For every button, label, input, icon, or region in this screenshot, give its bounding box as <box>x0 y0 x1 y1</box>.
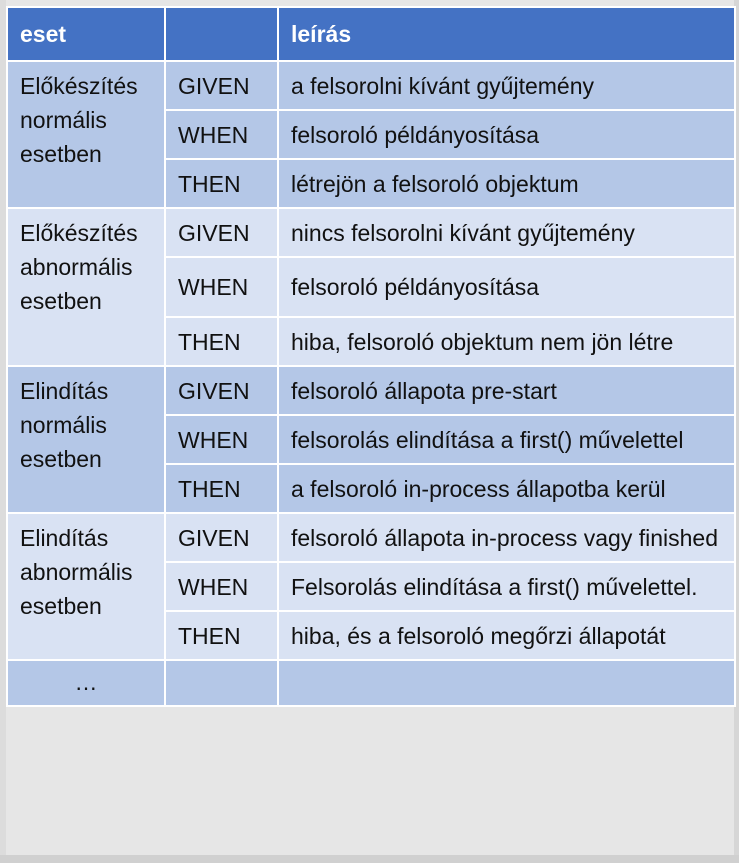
case-name: Előkészítés abnormális esetben <box>6 207 166 367</box>
step-keyword: THEN <box>164 158 279 209</box>
header-step <box>164 6 279 62</box>
case-name-line: Elindítás <box>20 378 109 404</box>
table-row: THEN hiba, és a felsoroló megőrzi állapo… <box>7 610 736 661</box>
table-row: Elindítás normális esetben GIVEN felsoro… <box>6 365 736 514</box>
table-row: THEN a felsoroló in-process állapotba ke… <box>7 463 736 514</box>
step-description: felsoroló állapota in-process vagy finis… <box>277 512 736 563</box>
step-keyword: GIVEN <box>164 512 279 563</box>
case-name-line: normális <box>20 412 107 438</box>
step-description: létrejön a felsoroló objektum <box>277 158 736 209</box>
step-keyword: WHEN <box>164 561 279 612</box>
step-description: felsorolás elindítása a first() művelett… <box>277 414 736 465</box>
case-name: Elindítás abnormális esetben <box>6 512 166 661</box>
header-case: eset <box>6 6 166 62</box>
step-keyword: WHEN <box>164 414 279 465</box>
step-keyword: THEN <box>164 463 279 514</box>
case-name: Elindítás normális esetben <box>6 365 166 514</box>
step-keyword: WHEN <box>164 256 279 318</box>
step-description: a felsoroló in-process állapotba kerül <box>277 463 736 514</box>
step-description: a felsorolni kívánt gyűjtemény <box>277 60 736 111</box>
step-keyword: THEN <box>164 610 279 661</box>
ellipsis-step-cell <box>164 659 279 707</box>
header-description: leírás <box>277 6 736 62</box>
case-name-line: abnormális <box>20 254 133 280</box>
case-name-line: Előkészítés <box>20 73 138 99</box>
table-header-row: eset leírás <box>6 6 736 62</box>
table-row-ellipsis: … <box>6 659 736 707</box>
table-row: Elindítás abnormális esetben GIVEN felso… <box>6 512 736 661</box>
step-keyword: WHEN <box>164 109 279 160</box>
step-description: Felsorolás elindítása a first() művelett… <box>277 561 736 612</box>
table-row: WHEN felsorolás elindítása a first() műv… <box>7 414 736 465</box>
table-row: Előkészítés abnormális esetben GIVEN nin… <box>6 207 736 367</box>
step-description: hiba, és a felsoroló megőrzi állapotát <box>277 610 736 661</box>
step-description: hiba, felsoroló objektum nem jön létre <box>277 316 736 367</box>
ellipsis-desc-cell <box>277 659 736 707</box>
table-row: WHEN Felsorolás elindítása a first() műv… <box>7 561 736 612</box>
step-description: nincs felsorolni kívánt gyűjtemény <box>277 207 736 258</box>
ellipsis-cell: … <box>6 659 166 707</box>
step-description: felsoroló állapota pre-start <box>277 365 736 416</box>
case-name: Előkészítés normális esetben <box>6 60 166 209</box>
case-name-line: abnormális <box>20 559 133 585</box>
case-name-line: Elindítás <box>20 525 109 551</box>
table-row: WHEN felsoroló példányosítása <box>7 256 736 318</box>
case-name-line: esetben <box>20 288 102 314</box>
step-keyword: GIVEN <box>164 365 279 416</box>
case-name-line: esetben <box>20 446 102 472</box>
slide-left-edge <box>0 0 6 863</box>
table-row: Előkészítés normális esetben GIVEN a fel… <box>6 60 736 209</box>
table-row: WHEN felsoroló példányosítása <box>7 109 736 160</box>
case-name-line: normális <box>20 107 107 133</box>
step-keyword: THEN <box>164 316 279 367</box>
table-row: THEN létrejön a felsoroló objektum <box>7 158 736 209</box>
test-case-table: eset leírás Előkészítés normális esetben… <box>6 6 736 707</box>
step-description: felsoroló példányosítása <box>277 109 736 160</box>
scrollbar-track[interactable] <box>734 0 739 863</box>
bottom-edge <box>0 855 739 863</box>
step-keyword: GIVEN <box>164 207 279 258</box>
case-name-line: esetben <box>20 141 102 167</box>
step-description: felsoroló példányosítása <box>277 256 736 318</box>
case-name-line: esetben <box>20 593 102 619</box>
step-keyword: GIVEN <box>164 60 279 111</box>
table-row: THEN hiba, felsoroló objektum nem jön lé… <box>7 316 736 367</box>
case-name-line: Előkészítés <box>20 220 138 246</box>
